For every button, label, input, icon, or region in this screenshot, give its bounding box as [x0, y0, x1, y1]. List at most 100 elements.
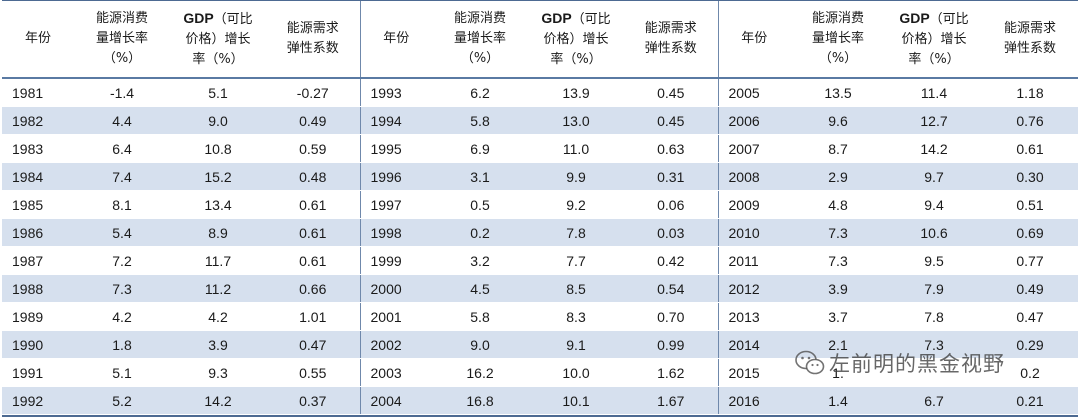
header-gdp-label: GDP: [541, 10, 572, 26]
header-elasticity-line: 能源需求: [286, 21, 339, 36]
header-energy-growth-line: 能源消费: [811, 11, 864, 26]
cell-year: 1984: [2, 162, 74, 191]
cell-year: 1981: [2, 78, 74, 107]
cell-energy-growth: 7.4: [74, 162, 170, 191]
cell-gdp-growth: 10.1: [528, 386, 624, 415]
cell-elasticity: 0.45: [624, 106, 719, 135]
cell-gdp-growth: 9.2: [528, 190, 624, 219]
header-energy-growth-line: 能源消费: [95, 11, 148, 26]
cell-elasticity: 0.70: [624, 302, 719, 331]
cell-energy-growth: 7.3: [790, 218, 886, 247]
header-energy-growth: 能源消费量增长率 （%）: [790, 1, 886, 79]
cell-year: 1996: [360, 162, 432, 191]
cell-gdp-growth: 9.7: [886, 162, 982, 191]
header-gdp-suffix: （可比: [929, 12, 969, 27]
cell-gdp-growth: 9.4: [886, 190, 982, 219]
header-energy-growth-line: 量增长率: [811, 31, 864, 46]
table-row: 1988 7.3 11.2 0.66 2000 4.5 8.5 0.54 2012 3.9 7.9 0…: [2, 274, 1078, 303]
header-year: 年份: [2, 1, 74, 79]
cell-year: 2013: [718, 302, 790, 331]
cell-elasticity: 0.49: [982, 274, 1078, 303]
cell-year: 1994: [360, 106, 432, 135]
cell-gdp-growth: 13.9: [528, 78, 624, 107]
header-elasticity: 能源需求 弹性系数: [266, 1, 361, 79]
table-row: 1991 5.1 9.3 0.55 2003 16.2 10.0 1.62 2015 1. 0.2: [2, 358, 1078, 387]
cell-gdp-growth: 10.0: [528, 358, 624, 387]
cell-elasticity: 1.67: [624, 386, 719, 415]
cell-elasticity: 0.61: [266, 246, 361, 275]
table-row: 1982 4.4 9.0 0.49 1994 5.8 13.0 0.45 2006 9.6 12.7…: [2, 106, 1078, 135]
cell-energy-growth: 8.1: [74, 190, 170, 219]
cell-gdp-growth: 8.9: [170, 218, 266, 247]
cell-year: 2011: [718, 246, 790, 275]
cell-energy-growth: 3.9: [790, 274, 886, 303]
cell-elasticity: 0.76: [982, 106, 1078, 135]
header-elasticity-line: 弹性系数: [1003, 41, 1056, 56]
header-elasticity-line: 能源需求: [644, 21, 697, 36]
cell-year: 1988: [2, 274, 74, 303]
cell-energy-growth: 3.7: [790, 302, 886, 331]
cell-energy-growth: 4.5: [432, 274, 528, 303]
cell-energy-growth: 4.2: [74, 302, 170, 331]
cell-gdp-growth: 3.9: [170, 330, 266, 359]
cell-year: 2005: [718, 78, 790, 107]
cell-elasticity: 0.48: [266, 162, 361, 191]
cell-gdp-growth: 8.5: [528, 274, 624, 303]
cell-energy-growth: 8.7: [790, 134, 886, 163]
cell-energy-growth: -1.4: [74, 78, 170, 107]
cell-elasticity: 0.61: [266, 190, 361, 219]
table-row: 1985 8.1 13.4 0.61 1997 0.5 9.2 0.06 2009 4.8 9.4 0…: [2, 190, 1078, 219]
cell-gdp-growth: 11.0: [528, 134, 624, 163]
cell-elasticity: 0.06: [624, 190, 719, 219]
cell-elasticity: 0.45: [624, 78, 719, 107]
cell-energy-growth: 5.4: [74, 218, 170, 247]
cell-gdp-growth: 9.3: [170, 358, 266, 387]
cell-year: 2014: [718, 330, 790, 359]
header-elasticity: 能源需求 弹性系数: [624, 1, 719, 79]
cell-elasticity: 0.30: [982, 162, 1078, 191]
cell-gdp-growth: 15.2: [170, 162, 266, 191]
header-gdp-growth-line: 率（%）: [550, 52, 602, 67]
cell-energy-growth: 9.6: [790, 106, 886, 135]
cell-energy-growth: 5.1: [74, 358, 170, 387]
cell-year: 1998: [360, 218, 432, 247]
table-row: 1986 5.4 8.9 0.61 1998 0.2 7.8 0.03 2010 7.3 10.6 0…: [2, 218, 1078, 247]
header-elasticity-line: 弹性系数: [286, 41, 339, 56]
cell-elasticity: 0.55: [266, 358, 361, 387]
header-gdp-growth-line: 价格）增长: [543, 32, 609, 47]
cell-energy-growth: 4.4: [74, 106, 170, 135]
header-energy-growth-line: （%）: [818, 51, 858, 66]
cell-gdp-growth: 10.6: [886, 218, 982, 247]
cell-gdp-growth: 10.8: [170, 134, 266, 163]
cell-energy-growth: 4.8: [790, 190, 886, 219]
cell-year: 1986: [2, 218, 74, 247]
header-gdp-growth-line: 率（%）: [192, 52, 244, 67]
cell-year: 1993: [360, 78, 432, 107]
cell-energy-growth: 3.2: [432, 246, 528, 275]
cell-gdp-growth: 5.1: [170, 78, 266, 107]
cell-gdp-growth: 4.2: [170, 302, 266, 331]
header-gdp-growth: GDP（可比 价格）增长 率（%）: [886, 1, 982, 79]
table-row: 1984 7.4 15.2 0.48 1996 3.1 9.9 0.31 2008 2.9 9.7 0…: [2, 162, 1078, 191]
cell-energy-growth: 6.9: [432, 134, 528, 163]
cell-elasticity: 0.47: [266, 330, 361, 359]
table-row: 1992 5.2 14.2 0.37 2004 16.8 10.1 1.67 2016 1.4 6.…: [2, 386, 1078, 415]
cell-elasticity: 0.99: [624, 330, 719, 359]
cell-gdp-growth: 6.7: [886, 386, 982, 415]
cell-elasticity: 0.03: [624, 218, 719, 247]
table-body: 1981 -1.4 5.1 -0.27 1993 6.2 13.9 0.45 2005 13.5 1…: [2, 78, 1078, 415]
header-row: 年份 能源消费 量增长率 （%） GDP（可比 价格）增长 率（%） 能源需求 弹性系数 年份 能源…: [2, 1, 1078, 79]
header-year: 年份: [360, 1, 432, 79]
header-elasticity-line: 弹性系数: [644, 41, 697, 56]
cell-year: 2000: [360, 274, 432, 303]
cell-year: 2006: [718, 106, 790, 135]
header-energy-growth-line: 量增长率: [95, 31, 148, 46]
header-energy-growth: 能源消费 量增长率 （%）: [432, 1, 528, 79]
cell-elasticity: 0.47: [982, 302, 1078, 331]
cell-elasticity: 0.31: [624, 162, 719, 191]
header-energy-growth-line: 能源消费: [453, 11, 506, 26]
cell-elasticity: 1.62: [624, 358, 719, 387]
cell-elasticity: 0.21: [982, 386, 1078, 415]
header-gdp-growth-line: GDP（可比: [886, 8, 982, 30]
